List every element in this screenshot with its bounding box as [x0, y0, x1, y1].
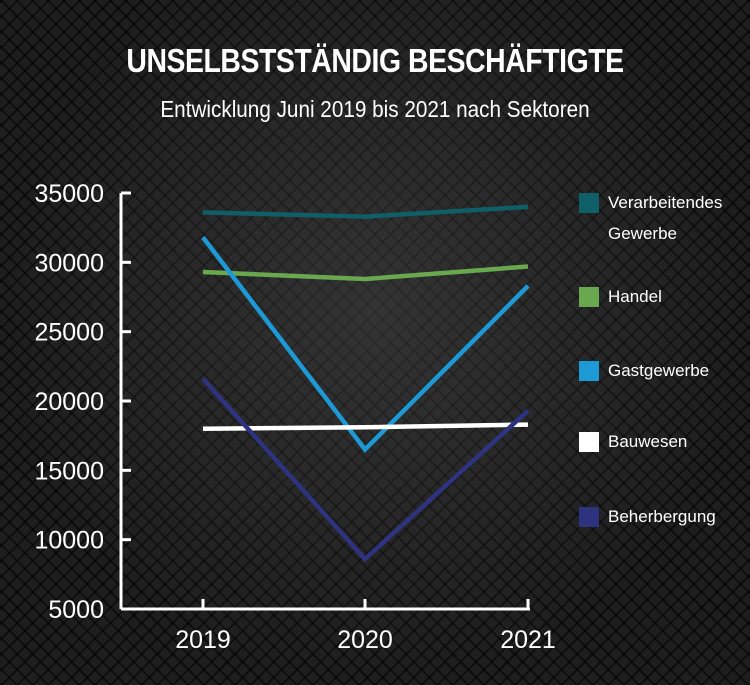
- x-tick-label: 2021: [500, 626, 556, 654]
- y-tick-label: 35000: [34, 180, 104, 208]
- legend-label: Gastgewerbe: [608, 361, 710, 380]
- legend-label: Handel: [608, 287, 662, 306]
- legend-item: Handel: [579, 286, 738, 312]
- series-line-bauwesen: [202, 422, 529, 431]
- y-tick-label: 5000: [48, 596, 104, 624]
- y-tick-label: 30000: [34, 249, 104, 277]
- legend-item: Gastgewerbe: [579, 360, 738, 386]
- legend-item: Verarbeitendes Gewerbe: [579, 192, 738, 249]
- y-tick-label: 25000: [34, 319, 104, 347]
- legend-swatch: [579, 507, 599, 527]
- legend-item: Bauwesen: [579, 431, 738, 457]
- series-line-verarbeitendes-gewerbe: [202, 204, 529, 219]
- chart-title: UNSELBSTSTÄNDIG BESCHÄFTIGTE: [126, 42, 624, 79]
- legend-swatch: [579, 287, 599, 307]
- chart-subtitle: Entwicklung Juni 2019 bis 2021 nach Sekt…: [160, 96, 590, 122]
- series-line-handel: [202, 264, 529, 282]
- series-line-beherbergung: [201, 377, 530, 563]
- legend-label: Bauwesen: [608, 432, 688, 451]
- x-tick-label: 2019: [175, 626, 231, 654]
- legend-item: Beherbergung: [579, 506, 738, 532]
- x-tick-label: 2020: [337, 626, 393, 654]
- y-tick-label: 10000: [34, 527, 104, 555]
- legend-swatch: [579, 432, 599, 452]
- y-tick-label: 20000: [34, 388, 104, 416]
- y-tick-label: 15000: [34, 457, 104, 485]
- legend-label: Verarbeitendes Gewerbe: [608, 193, 723, 243]
- legend-label: Beherbergung: [608, 507, 716, 526]
- legend-swatch: [579, 361, 599, 381]
- legend-swatch: [579, 193, 599, 213]
